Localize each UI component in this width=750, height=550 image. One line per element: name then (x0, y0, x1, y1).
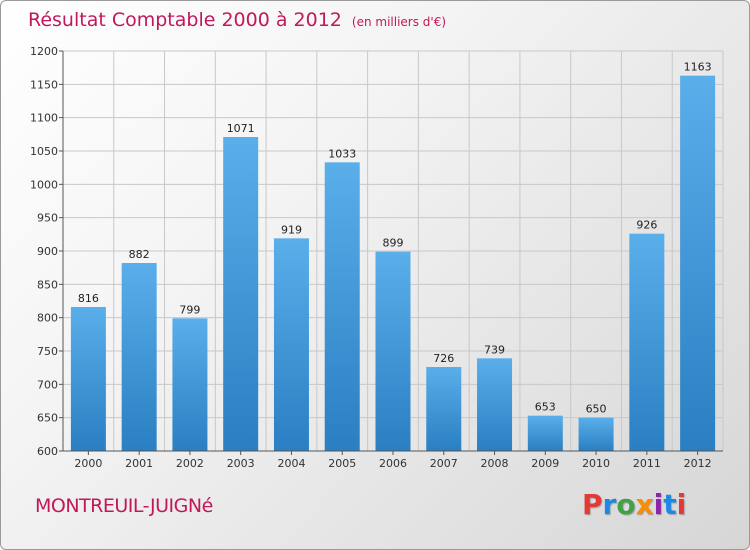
data-label: 653 (535, 401, 556, 414)
bar (629, 233, 665, 451)
commune-name: MONTREUIL-JUIGNé (35, 495, 213, 517)
bars: 816 882 799 1071 919 1033 899 726 739 653 650 926 11… (70, 61, 716, 452)
bar (121, 263, 157, 451)
y-tick-label: 1200 (30, 45, 58, 58)
y-tick-label: 900 (37, 245, 58, 258)
data-label: 899 (383, 237, 404, 250)
data-label: 1163 (684, 61, 712, 74)
x-tick-label: 2011 (633, 457, 661, 470)
y-tick-label: 800 (37, 312, 58, 325)
data-label: 739 (484, 343, 505, 356)
bar (273, 238, 309, 451)
y-tick-label: 950 (37, 212, 58, 225)
logo-letter: P (582, 488, 603, 521)
bar (477, 358, 513, 451)
y-tick-label: 600 (37, 445, 58, 458)
data-label: 650 (586, 403, 607, 416)
y-tick-label: 750 (37, 345, 58, 358)
axes: 600 650 700 750 800 850 900 950 1000 1050 1100 1150… (30, 45, 723, 470)
bar (426, 367, 462, 451)
x-tick-label: 2000 (74, 457, 102, 470)
data-label: 816 (78, 292, 99, 305)
x-tick-label: 2004 (277, 457, 305, 470)
bar (172, 318, 208, 451)
x-tick-label: 2008 (481, 457, 509, 470)
data-label: 919 (281, 223, 302, 236)
chart-title-text: Résultat Comptable 2000 à 2012 (28, 9, 342, 31)
data-label: 1033 (328, 147, 356, 160)
y-tick-label: 650 (37, 412, 58, 425)
logo-letter: o (616, 488, 636, 521)
y-tick-label: 850 (37, 278, 58, 291)
bar (223, 137, 259, 451)
chart-subtitle: (en milliers d'€) (351, 15, 447, 29)
x-tick-label: 2005 (328, 457, 356, 470)
data-label: 799 (179, 303, 200, 316)
x-tick-label: 2009 (531, 457, 559, 470)
chart-title: Résultat Comptable 2000 à 2012 (en millie… (28, 9, 446, 31)
bar (527, 415, 563, 451)
data-label: 726 (433, 352, 454, 365)
x-tick-label: 2001 (125, 457, 153, 470)
x-tick-label: 2012 (684, 457, 712, 470)
bar (375, 251, 411, 451)
x-tick-label: 2006 (379, 457, 407, 470)
y-tick-label: 1100 (30, 112, 58, 125)
x-tick-label: 2007 (430, 457, 458, 470)
bar (324, 162, 360, 452)
bar (578, 417, 614, 451)
y-tick-label: 1150 (30, 78, 58, 91)
logo-letter: x (635, 488, 654, 521)
data-label: 882 (129, 248, 150, 261)
logo-letter: i (653, 488, 664, 521)
bar (70, 307, 106, 451)
data-label: 926 (636, 219, 657, 232)
y-tick-label: 700 (37, 378, 58, 391)
data-label: 1071 (227, 122, 255, 135)
logo-letter: t (663, 488, 677, 521)
y-tick-label: 1050 (30, 145, 58, 158)
x-tick-label: 2003 (227, 457, 255, 470)
x-tick-label: 2002 (176, 457, 204, 470)
proxiti-logo: Proxiti (582, 488, 686, 521)
logo-letter: i (676, 488, 687, 521)
bar (680, 75, 716, 452)
y-tick-label: 1000 (30, 178, 58, 191)
x-tick-label: 2010 (582, 457, 610, 470)
logo-letter: r (602, 488, 617, 521)
